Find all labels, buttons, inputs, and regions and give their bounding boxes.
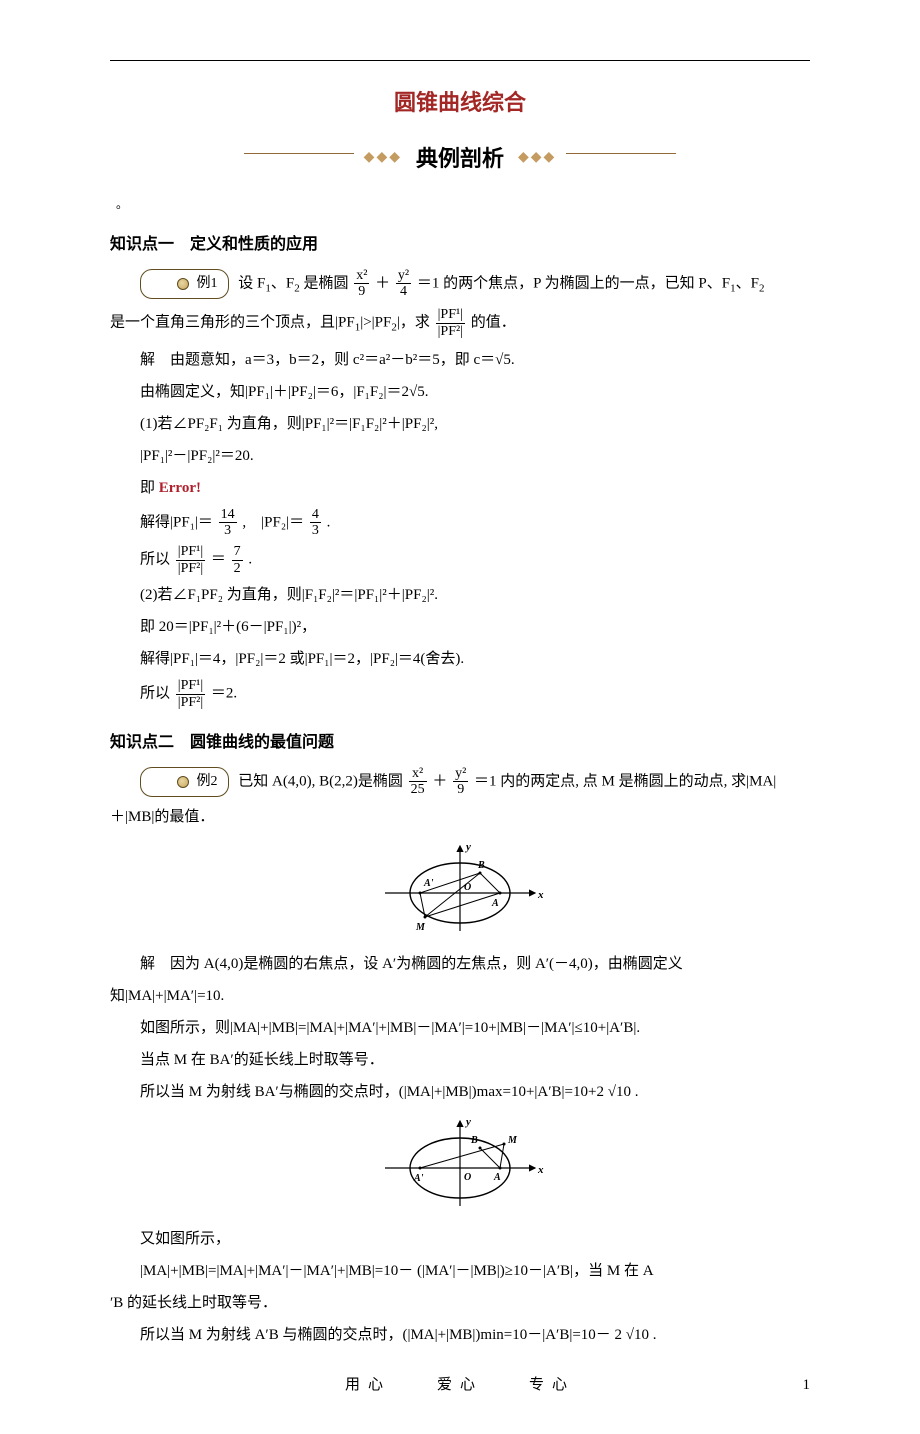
fraction: 72 — [232, 544, 243, 576]
fraction: |PF¹||PF²| — [176, 678, 205, 710]
fraction: x²9 — [354, 268, 369, 300]
fraction: 43 — [310, 507, 321, 539]
solution-2-line: ′B 的延长线上时取等号． — [110, 1290, 810, 1316]
example-1-badge: 例1 — [140, 269, 229, 299]
banner-line-left — [244, 153, 354, 154]
example-2-badge: 例2 — [140, 767, 229, 797]
figure-2: y x O A' A B M — [110, 1113, 810, 1218]
solution-1-line: (2)若∠F₁PF₂ 为直角，则|F₁F₂|²＝|PF₁|²＋|PF₂|². — [140, 582, 810, 608]
example-2-statement-line-1: 例2 已知 A(4,0), B(2,2)是椭圆 x²25 ＋ y²9 ＝1 内的… — [110, 766, 810, 798]
svg-text:M: M — [415, 922, 426, 933]
svg-text:A: A — [491, 898, 499, 909]
fraction: |PF¹||PF²| — [436, 307, 465, 339]
svg-text:A': A' — [423, 878, 434, 889]
svg-text:B: B — [477, 860, 485, 871]
example-2-statement-line-2: ＋|MB|的最值． — [110, 804, 810, 830]
banner-text: 典例剖析 — [416, 141, 504, 173]
solution-1-line: 即 Error! — [140, 475, 810, 501]
solution-1-line: 解得|PF₁|＝4，|PF₂|＝2 或|PF₁|＝2，|PF₂|＝4(舍去). — [140, 646, 810, 672]
svg-text:y: y — [464, 1116, 471, 1128]
svg-text:x: x — [537, 1164, 544, 1176]
solution-1-line: 解得|PF₁|＝ 143 , |PF₂|＝ 43 . — [140, 507, 810, 539]
svg-text:A: A — [493, 1172, 501, 1183]
banner-dots-left: ◆◆◆ — [364, 149, 402, 166]
banner-dots-right: ◆◆◆ — [518, 149, 556, 166]
svg-text:x: x — [537, 889, 544, 901]
banner-line-right — [566, 153, 676, 154]
svg-text:y: y — [464, 841, 471, 853]
solution-1-line: 解 由题意知，a＝3，b＝2，则 c²＝a²－b²＝5，即 c＝√5. — [140, 347, 810, 373]
stray-period: 。 — [116, 195, 810, 212]
fraction: x²25 — [409, 766, 427, 798]
solution-2-line: |MA|+|MB|=|MA|+|MA′|－|MA′|+|MB|=10－ (|MA… — [110, 1258, 810, 1284]
play-icon — [177, 278, 189, 290]
fraction: y²9 — [453, 766, 468, 798]
fraction: y²4 — [396, 268, 411, 300]
solution-2-line: 所以当 M 为射线 BA′与椭圆的交点时，(|MA|+|MB|)max=10+|… — [110, 1079, 810, 1105]
solution-1-line: |PF₁|²－|PF₂|²＝20. — [140, 443, 810, 469]
svg-text:A': A' — [413, 1173, 424, 1184]
solution-2-line: 如图所示，则|MA|+|MB|=|MA|+|MA′|+|MB|－|MA′|=10… — [110, 1015, 810, 1041]
example-1-statement-line-2: 是一个直角三角形的三个顶点，且|PF1|>|PF2|，求 |PF¹||PF²| … — [110, 307, 810, 340]
fraction: |PF¹||PF²| — [176, 544, 205, 576]
solution-2-line: 所以当 M 为射线 A′B 与椭圆的交点时，(|MA|+|MB|)min=10－… — [110, 1322, 810, 1348]
solution-2-line: 解 因为 A(4,0)是椭圆的右焦点，设 A′为椭圆的左焦点，则 A′(－4,0… — [110, 951, 810, 977]
error-text: Error! — [159, 480, 201, 496]
knowledge-point-2-title: 知识点二 圆锥曲线的最值问题 — [110, 728, 810, 752]
knowledge-point-1-title: 知识点一 定义和性质的应用 — [110, 230, 810, 254]
solution-1-line: (1)若∠PF₂F₁ 为直角，则|PF₁|²＝|F₁F₂|²＋|PF₂|², — [140, 411, 810, 437]
solution-1-line: 即 20＝|PF₁|²＋(6－|PF₁|)²， — [140, 614, 810, 640]
page-number: 1 — [803, 1377, 811, 1394]
section-banner: ◆◆◆ 典例剖析 ◆◆◆ — [110, 141, 810, 173]
example-1-statement-line-1: 例1 设 F1、F2 是椭圆 x²9 ＋ y²4 ＝1 的两个焦点，P 为椭圆上… — [110, 268, 810, 301]
solution-2-line: 当点 M 在 BA′的延长线上时取等号． — [110, 1047, 810, 1073]
main-title: 圆锥曲线综合 — [110, 85, 810, 117]
solution-1-line: 所以 |PF¹||PF²| ＝2. — [140, 678, 810, 710]
play-icon — [177, 776, 189, 788]
footer-motto: 用心 爱心 专心 — [0, 1373, 920, 1394]
fraction: 143 — [219, 507, 237, 539]
solution-2-line: 又如图所示， — [110, 1226, 810, 1252]
svg-text:O: O — [464, 1172, 471, 1183]
svg-text:B: B — [470, 1135, 478, 1146]
solution-2-line: 知|MA|+|MA′|=10. — [110, 983, 810, 1009]
horizontal-rule — [110, 60, 810, 61]
figure-1: y x O A' A B M — [110, 838, 810, 943]
solution-1-line: 由椭圆定义，知|PF₁|＋|PF₂|＝6，|F₁F₂|＝2√5. — [140, 379, 810, 405]
solution-1-line: 所以 |PF¹||PF²| ＝ 72 . — [140, 544, 810, 576]
svg-text:O: O — [464, 882, 471, 893]
svg-text:M: M — [507, 1135, 518, 1146]
